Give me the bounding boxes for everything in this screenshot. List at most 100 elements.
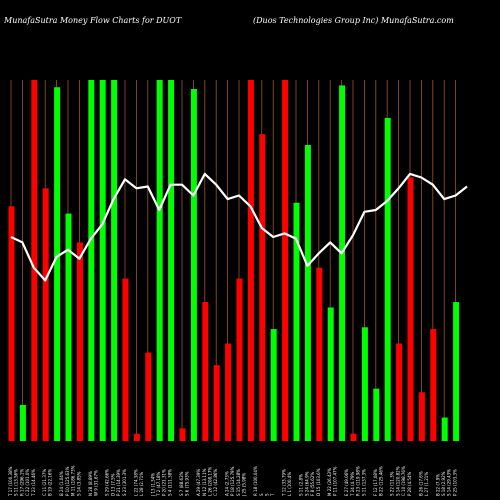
x-tick-label: T 23 (14.46% — [31, 469, 36, 497]
x-tick-label: S 14 (120.82% — [396, 466, 401, 496]
x-tick-label: T 24 (4.79% — [350, 471, 355, 497]
x-tick-label: F 12 (17.08% — [373, 469, 378, 496]
bar — [316, 267, 323, 441]
x-tick-label: L 27 (1.21% — [424, 472, 429, 496]
x-tick-label: P 11 (107.47% — [333, 466, 338, 496]
x-tick-label: E 27 (49.06% — [344, 469, 349, 496]
x-tick-label: T — [270, 493, 275, 497]
x-tick-label: A 24 (2.73% — [225, 471, 230, 496]
bar — [304, 144, 311, 442]
bar — [430, 329, 437, 441]
x-tick-label: S 11 (137.3% — [361, 469, 366, 496]
x-tick-label: T 12 (33.79% — [282, 469, 287, 497]
header-left-text: MunafaSutra Money Flow Charts for DUOT — [3, 16, 182, 25]
x-tick-label: B 22 (125.46% — [378, 466, 383, 496]
x-tick-label: B 26 (17.6% — [418, 471, 423, 496]
x-tick-label: S 6 (75.93% — [185, 471, 190, 496]
bar — [19, 404, 26, 441]
x-tick-label: S 11 (13.56% — [14, 469, 19, 496]
bar — [145, 352, 152, 441]
x-tick-label: J 25 (5.98% — [242, 473, 247, 497]
bar — [270, 329, 277, 441]
x-tick-label: C 10 (198.76% — [401, 466, 406, 496]
x-tick-label: P 20 (21.31% — [162, 469, 167, 496]
x-tick-label: M 11 (186.73% — [71, 465, 76, 496]
bar — [327, 307, 334, 441]
bar — [76, 242, 83, 441]
x-tick-label: S 7 (88.63% — [179, 471, 184, 496]
bar — [247, 80, 254, 441]
x-tick-label: S 14 (29.43% — [447, 469, 452, 496]
x-tick-label: A 29 (47.39% — [196, 469, 201, 496]
x-tick-label: C 22 (101.0% — [25, 469, 30, 496]
x-tick-label: L 1 (100.4% — [287, 472, 292, 496]
bar — [65, 213, 72, 441]
x-tick-label: B 22 (7.9% — [435, 474, 440, 496]
x-tick-label: R 17 (296.1% — [19, 469, 24, 496]
header-right-text: (Duos Technologies Group Inc) MunafaSutr… — [253, 16, 454, 25]
bar — [282, 80, 289, 441]
bar — [99, 80, 106, 441]
bar — [111, 80, 118, 441]
bar — [373, 388, 380, 441]
bar — [418, 392, 425, 441]
x-tick-label: J 13 (1.34% — [150, 473, 155, 497]
x-tick-label: L 22 (74.38% — [133, 469, 138, 496]
bar — [88, 80, 95, 441]
x-tick-label: B 24 (1.04% — [59, 471, 64, 496]
bar — [259, 134, 266, 441]
x-tick-label: N 12 (13.11% — [202, 468, 207, 496]
bar — [202, 302, 209, 441]
x-tick-label: S 24 (64.9% — [304, 471, 309, 496]
x-tick-label: L 28 (2.71% — [139, 472, 144, 496]
x-tick-label: S 29 (42.66% — [105, 469, 110, 496]
bar — [350, 433, 357, 441]
bar — [8, 206, 15, 441]
bar — [179, 428, 186, 441]
x-tick-label: S — [264, 493, 269, 496]
bar — [293, 202, 300, 441]
x-tick-label: S 14 (3.85% — [76, 471, 81, 496]
x-tick-label: P 28 (4.54% — [407, 471, 412, 496]
bar — [407, 177, 414, 441]
x-tick-label: D 15 (103.6% — [316, 468, 321, 496]
x-tick-label: B 19 (22.16% — [48, 469, 53, 496]
money-flow-line — [10, 172, 468, 282]
x-tick-label: S 4 (111.38% — [168, 469, 173, 496]
bar — [225, 343, 232, 441]
x-tick-label: S — [259, 493, 264, 496]
bar — [339, 85, 346, 441]
bar-series — [8, 80, 460, 442]
x-tick-label: P 10 (125.63% — [65, 466, 70, 496]
x-tick-label: F 8 (55.62% — [310, 472, 315, 496]
bar — [384, 117, 391, 441]
x-tick-label: C 11 (21.37% — [42, 469, 47, 496]
x-tick-label: P 25 (103.3% — [453, 469, 458, 496]
bar — [396, 343, 403, 441]
x-tick-label: P 18 (125.79% — [230, 466, 235, 496]
x-tick-label: P 21 (14.39% — [116, 469, 121, 496]
x-tick-label: N 28 (8.89% — [88, 471, 93, 496]
x-tick-label: S 18 (2.92% — [441, 471, 446, 496]
bar — [213, 365, 220, 441]
x-tick-label: L 26 (208.17% — [207, 467, 212, 496]
bar — [133, 433, 140, 441]
bar — [42, 188, 49, 441]
bar — [168, 80, 175, 441]
bar — [453, 302, 460, 441]
x-tick-label: W 9 (31.67% — [93, 470, 98, 496]
x-axis-ticks: T 17 (100.38% S 11 (13.56% R 17 (296.1% C 2… — [8, 465, 458, 497]
bar — [441, 417, 448, 441]
bar — [361, 327, 368, 441]
x-tick-label: S 22 (11.3% — [390, 471, 395, 496]
x-tick-label: T 17 (100.38% — [8, 466, 13, 497]
x-tick-label: S 23 (301.3% — [122, 469, 127, 496]
bar — [31, 80, 38, 441]
bar — [236, 278, 243, 441]
x-tick-label: T 2 (47.18% — [156, 471, 161, 497]
x-tick-label: C 12 (42.86% — [213, 469, 218, 496]
x-tick-label: R 18 (100.04% — [253, 466, 258, 496]
bar — [156, 80, 163, 441]
